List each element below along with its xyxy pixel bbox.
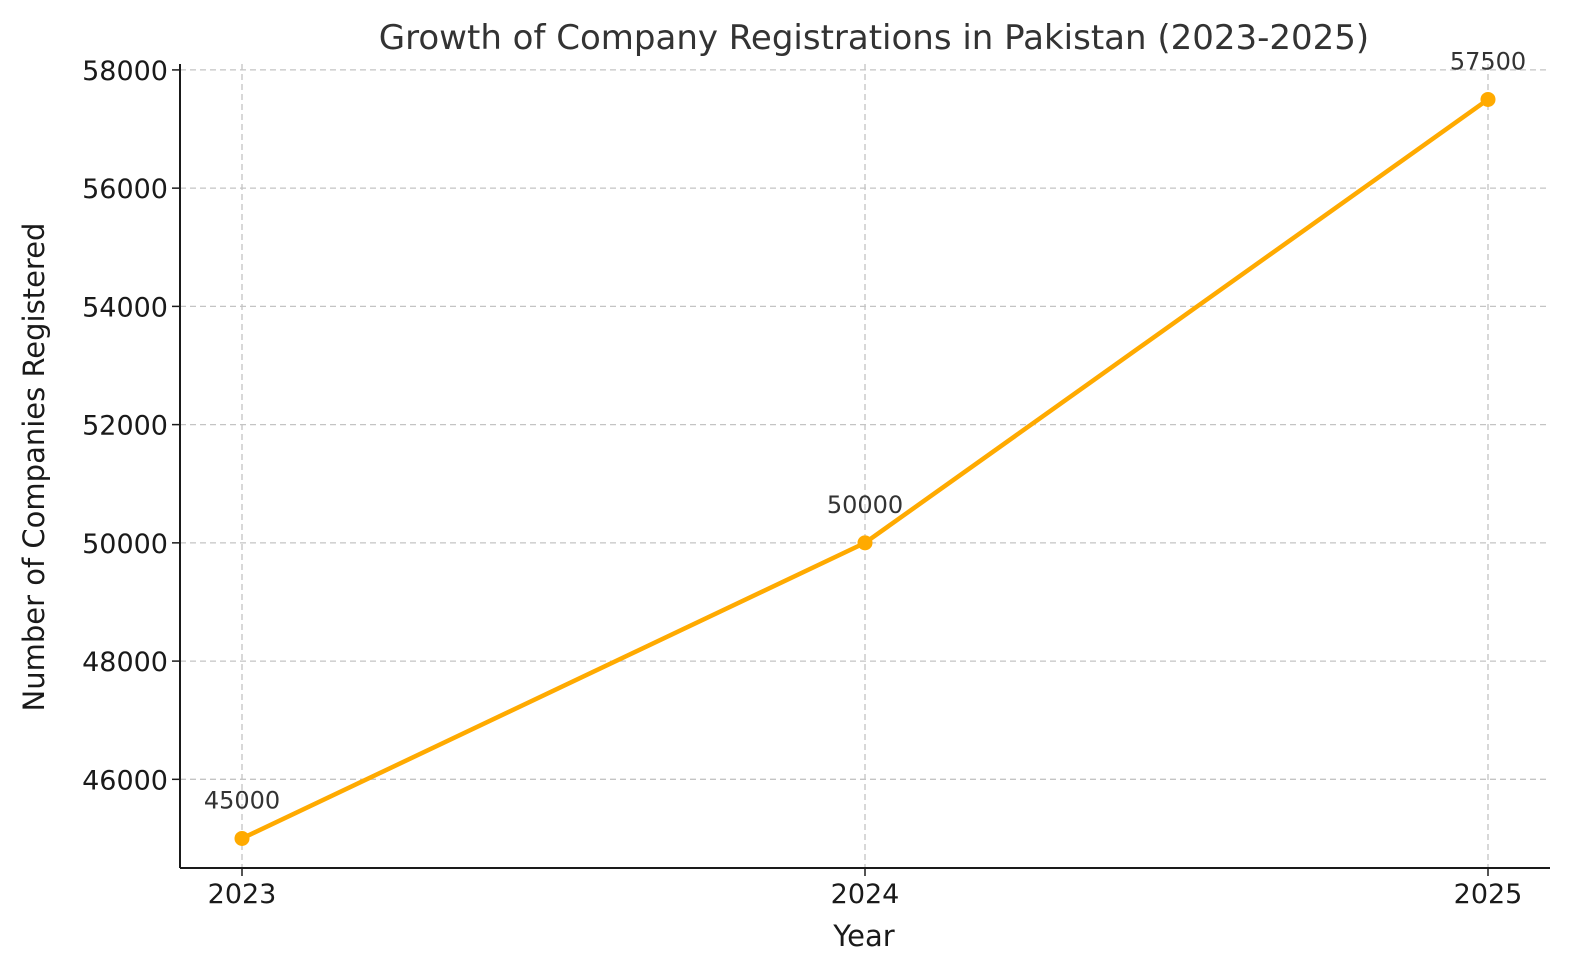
y-tick-label: 52000 bbox=[82, 411, 168, 442]
chart-title: Growth of Company Registrations in Pakis… bbox=[379, 18, 1369, 58]
y-tick-label: 54000 bbox=[82, 292, 168, 323]
data-point-marker bbox=[234, 830, 250, 846]
data-label: 57500 bbox=[1450, 47, 1526, 75]
y-tick-label: 56000 bbox=[82, 174, 168, 205]
y-axis-ticks: 46000 48000 50000 52000 54000 56000 58000 bbox=[82, 56, 180, 796]
y-tick-label: 46000 bbox=[82, 765, 168, 796]
series-markers bbox=[234, 91, 1496, 846]
x-tick-label: 2023 bbox=[208, 879, 277, 910]
data-label: 50000 bbox=[827, 491, 903, 519]
x-tick-label: 2024 bbox=[831, 879, 900, 910]
y-axis-title: Number of Companies Registered bbox=[17, 223, 51, 712]
data-label: 45000 bbox=[204, 786, 280, 814]
y-tick-label: 48000 bbox=[82, 647, 168, 678]
data-point-marker bbox=[857, 535, 873, 551]
y-tick-label: 58000 bbox=[82, 56, 168, 87]
x-tick-label: 2025 bbox=[1454, 879, 1523, 910]
y-tick-label: 50000 bbox=[82, 529, 168, 560]
data-point-marker bbox=[1480, 91, 1496, 107]
x-axis-ticks: 2023 2024 2025 bbox=[208, 868, 1523, 910]
data-labels: 45000 50000 57500 bbox=[204, 47, 1526, 814]
x-axis-title: Year bbox=[832, 919, 894, 953]
